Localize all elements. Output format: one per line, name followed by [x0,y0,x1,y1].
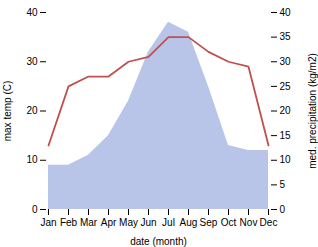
svg-text:max temp (C): max temp (C) [2,81,13,142]
svg-text:med. precipitation (kg/m2): med. precipitation (kg/m2) [307,53,318,169]
svg-text:15: 15 [280,130,292,141]
svg-text:Apr: Apr [101,217,117,228]
svg-text:Jul: Jul [162,217,175,228]
svg-text:35: 35 [280,31,292,42]
svg-text:Nov: Nov [240,217,258,228]
svg-text:25: 25 [280,81,292,92]
svg-text:Mar: Mar [80,217,98,228]
svg-text:40: 40 [280,7,292,18]
svg-text:30: 30 [280,56,292,67]
svg-text:Jan: Jan [40,217,56,228]
svg-text:5: 5 [280,179,286,190]
svg-text:Aug: Aug [180,217,198,228]
svg-text:Jun: Jun [140,217,156,228]
svg-text:0: 0 [280,204,286,215]
svg-text:20: 20 [26,105,38,116]
svg-text:Oct: Oct [221,217,237,228]
svg-text:10: 10 [280,154,292,165]
svg-text:10: 10 [26,154,38,165]
svg-text:40: 40 [26,7,38,18]
svg-text:May: May [119,217,138,228]
svg-text:Sep: Sep [200,217,218,228]
svg-text:20: 20 [280,105,292,116]
svg-text:Dec: Dec [260,217,278,228]
svg-text:30: 30 [26,56,38,67]
svg-text:0: 0 [32,204,38,215]
svg-text:Feb: Feb [60,217,78,228]
svg-text:date (month): date (month) [130,236,187,247]
